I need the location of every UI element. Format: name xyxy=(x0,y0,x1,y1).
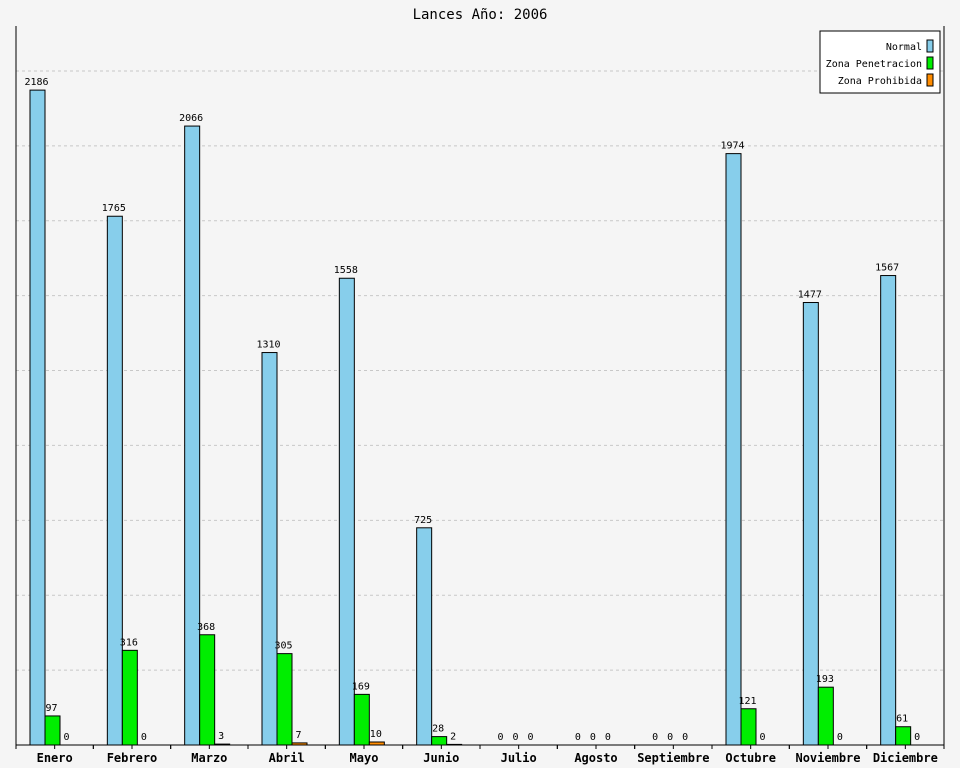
data-label: 7 xyxy=(295,730,301,741)
data-label: 0 xyxy=(837,732,843,743)
data-label: 1477 xyxy=(798,290,822,301)
legend-swatch xyxy=(926,39,934,53)
data-label: 0 xyxy=(575,732,581,743)
legend: Normal Zona Penetracion Zona Prohibida xyxy=(819,30,941,94)
data-label: 316 xyxy=(120,637,138,648)
data-label: 28 xyxy=(432,724,444,735)
data-label: 0 xyxy=(512,732,518,743)
bar-zona-penetracion xyxy=(276,653,293,746)
bar-normal xyxy=(29,89,46,746)
bar-zona-penetracion xyxy=(44,715,61,746)
bar-zona-penetracion xyxy=(353,693,370,746)
legend-label: Normal xyxy=(886,42,922,53)
x-tick-label: Septiembre xyxy=(637,751,709,765)
data-label: 193 xyxy=(816,674,834,685)
legend-label: Zona Penetracion xyxy=(826,59,922,70)
gridlines xyxy=(16,70,944,671)
data-label: 0 xyxy=(652,732,658,743)
data-label: 0 xyxy=(605,732,611,743)
legend-swatch xyxy=(926,56,934,70)
data-label: 305 xyxy=(274,641,292,652)
data-label: 0 xyxy=(914,732,920,743)
x-tick-label: Abril xyxy=(269,751,305,765)
x-tick-label: Agosto xyxy=(574,751,617,765)
legend-swatch xyxy=(926,73,934,87)
x-tick-label: Mayo xyxy=(350,751,379,765)
data-label: 0 xyxy=(141,732,147,743)
x-tick-label: Febrero xyxy=(107,751,158,765)
legend-box xyxy=(819,30,941,94)
data-label: 169 xyxy=(352,681,370,692)
data-label: 0 xyxy=(590,732,596,743)
data-labels: 2186 97 0 1765 316 0 2066 368 3 1310 305 7 1558 169 10… xyxy=(24,77,920,743)
data-label: 0 xyxy=(497,732,503,743)
data-label: 121 xyxy=(738,696,756,707)
bars xyxy=(29,89,912,746)
x-tick-label: Marzo xyxy=(191,751,227,765)
data-label: 2186 xyxy=(24,77,48,88)
data-label: 1567 xyxy=(875,263,899,274)
x-tick-label: Noviembre xyxy=(795,751,860,765)
bar-zona-penetracion xyxy=(431,736,448,746)
bar-normal xyxy=(725,153,742,746)
data-label: 61 xyxy=(896,714,908,725)
data-label: 0 xyxy=(667,732,673,743)
data-label: 368 xyxy=(197,622,215,633)
bar-zona-penetracion xyxy=(817,686,834,746)
bar-normal xyxy=(261,352,278,746)
data-label: 1310 xyxy=(256,340,280,351)
x-tick-label: Junio xyxy=(423,751,459,765)
data-label: 1558 xyxy=(334,265,358,276)
x-tick-label: Octubre xyxy=(725,751,776,765)
chart-title: Lances Año: 2006 xyxy=(413,7,548,23)
x-tick-label: Julio xyxy=(501,751,537,765)
bar-normal xyxy=(416,527,433,746)
data-label: 0 xyxy=(682,732,688,743)
bar-zona-penetracion xyxy=(740,708,757,746)
bar-zona-penetracion xyxy=(121,649,138,746)
data-label: 2066 xyxy=(179,113,203,124)
data-label: 97 xyxy=(45,703,57,714)
bar-zona-penetracion xyxy=(199,634,216,746)
bar-normal xyxy=(880,275,897,746)
data-label: 1974 xyxy=(720,141,744,152)
data-label: 0 xyxy=(63,732,69,743)
x-tick-label: Enero xyxy=(37,751,73,765)
data-label: 10 xyxy=(370,729,382,740)
data-label: 725 xyxy=(414,515,432,526)
legend-label: Zona Prohibida xyxy=(838,76,922,87)
bar-zona-penetracion xyxy=(895,726,912,746)
data-label: 2 xyxy=(450,731,456,742)
bar-normal xyxy=(106,215,123,746)
data-label: 0 xyxy=(527,732,533,743)
data-label: 0 xyxy=(759,732,765,743)
data-label: 3 xyxy=(218,731,224,742)
bar-normal xyxy=(338,277,355,746)
axes: Enero Febrero Marzo Abril Mayo Junio Julio Agos… xyxy=(15,26,945,765)
x-tick-label: Diciembre xyxy=(873,751,938,765)
bar-normal xyxy=(184,125,201,746)
data-label: 1765 xyxy=(102,203,126,214)
